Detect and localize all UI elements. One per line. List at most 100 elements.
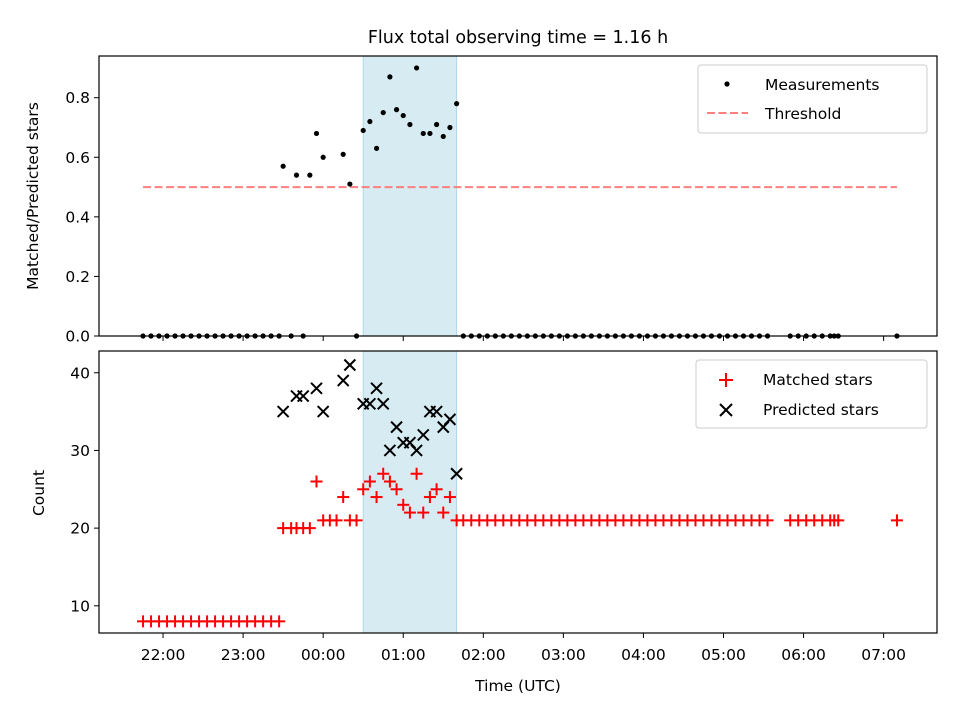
top-highlight-span xyxy=(362,55,458,337)
predicted-star-point xyxy=(296,389,310,403)
predicted-star-point xyxy=(383,444,397,457)
top-y-axis: 0.0 0.2 0.4 0.6 0.8 xyxy=(65,89,99,346)
bottom-panel: 10 20 30 40 22:00 23:00 00:00 01:00 02:00 03:00 0… xyxy=(30,350,938,695)
measurement-point xyxy=(347,181,353,187)
matched-star-point xyxy=(410,467,423,480)
bottom-xtick-label: 04:00 xyxy=(621,646,666,664)
measurement-point xyxy=(393,107,400,113)
predicted-star-point xyxy=(363,397,377,411)
predicted-star-point xyxy=(430,405,443,418)
measurement-point xyxy=(313,130,320,137)
measurement-point xyxy=(367,118,373,125)
matched-star-point xyxy=(430,483,443,496)
bottom-xtick-label: 22:00 xyxy=(141,646,186,664)
bottom-ytick-label: 30 xyxy=(70,442,90,460)
matched-star-point xyxy=(337,491,350,504)
measurement-point xyxy=(320,154,326,160)
predicted-star-stroke-b xyxy=(370,382,383,395)
bottom-legend-box xyxy=(695,359,928,429)
predicted-star-stroke-b xyxy=(310,382,323,395)
top-ytick-label: 0.8 xyxy=(65,89,90,107)
legend-marker-predicted-stars xyxy=(719,403,733,417)
measurement-point xyxy=(340,151,346,157)
top-legend-box xyxy=(697,64,928,134)
top-ytick-label: 0.6 xyxy=(65,149,90,167)
predicted-star-point xyxy=(443,413,457,426)
predicted-star-stroke-b xyxy=(410,444,423,457)
predicted-star-stroke-b xyxy=(377,397,390,411)
matched-star-point xyxy=(423,491,436,504)
matched-star-point xyxy=(377,467,390,480)
predicted-star-stroke-b xyxy=(296,389,310,403)
bottom-y-axis-label: Count xyxy=(30,470,48,516)
matched-star-point xyxy=(303,522,316,535)
matched-star-point xyxy=(890,514,903,527)
measurement-point xyxy=(373,145,380,151)
matched-star-point xyxy=(330,514,343,527)
bottom-xtick-label: 00:00 xyxy=(301,646,346,664)
predicted-star-point xyxy=(370,382,383,395)
top-panel: 0.00.20.40.60.8 Matched/Predicted stars … xyxy=(24,55,938,346)
legend-label-predicted-stars: Predicted stars xyxy=(763,401,879,419)
predicted-star-stroke-b xyxy=(343,358,357,372)
bottom-xtick-label: 01:00 xyxy=(381,646,426,664)
matched-star-point xyxy=(832,514,845,527)
predicted-star-point xyxy=(390,420,403,434)
matched-star-point xyxy=(437,506,450,519)
bottom-legend: Matched stars Predicted stars xyxy=(695,359,928,429)
measurement-point xyxy=(400,112,406,119)
predicted-star-stroke-b xyxy=(390,420,403,434)
matched-star-point xyxy=(443,491,456,504)
matched-star-point xyxy=(310,475,323,488)
legend-label-measurements: Measurements xyxy=(765,76,880,94)
matched-star-point xyxy=(363,475,376,488)
top-ytick-label: 0.2 xyxy=(65,268,90,286)
top-x-axis xyxy=(162,336,885,341)
predicted-star-stroke-b xyxy=(383,444,397,457)
chart-title: Flux total observing time = 1.16 h xyxy=(368,28,668,48)
bottom-ytick-label: 40 xyxy=(70,364,90,382)
predicted-star-stroke-b xyxy=(363,397,377,411)
measurement-point xyxy=(427,130,433,137)
measurement-point xyxy=(387,74,393,80)
bottom-xtick-label: 03:00 xyxy=(541,646,586,664)
measurement-point xyxy=(293,172,300,178)
legend-label-matched-stars: Matched stars xyxy=(763,371,873,389)
top-axes-frame xyxy=(98,55,938,337)
matched-star-point xyxy=(273,615,286,628)
predicted-star-stroke-b xyxy=(316,405,330,418)
top-legend: Measurements Threshold xyxy=(697,64,928,134)
measurement-point xyxy=(440,133,446,140)
legend-marker-matched-stars xyxy=(719,373,733,387)
bottom-y-axis: 10 20 30 40 xyxy=(70,364,99,615)
predicted-star-point xyxy=(377,397,390,411)
matched-star-point xyxy=(761,514,774,527)
bottom-ytick-label: 10 xyxy=(70,597,90,615)
measurement-point xyxy=(413,65,420,71)
bottom-plot-area xyxy=(137,358,903,628)
bottom-axes-frame xyxy=(98,350,938,634)
predicted-star-point xyxy=(410,444,423,457)
predicted-star-point xyxy=(450,467,463,480)
bottom-xtick-label: 23:00 xyxy=(221,646,266,664)
predicted-star-stroke-b xyxy=(443,413,457,426)
top-y-axis-label: Matched/Predicted stars xyxy=(24,102,42,290)
legend-label-threshold: Threshold xyxy=(764,105,841,123)
measurement-point xyxy=(454,101,460,107)
bottom-x-axis: 22:00 23:00 00:00 01:00 02:00 03:00 04:00 05:00… xyxy=(141,633,906,664)
measurement-point xyxy=(447,124,453,131)
bottom-xtick-label: 07:00 xyxy=(861,646,906,664)
predicted-star-point xyxy=(316,405,330,418)
legend-marker-measurements xyxy=(724,81,730,87)
x-axis-label: Time (UTC) xyxy=(474,677,561,695)
measurement-point xyxy=(360,127,366,134)
measurement-point xyxy=(307,172,313,178)
matched-star-point xyxy=(397,498,410,511)
predicted-star-point xyxy=(336,374,350,387)
predicted-star-stroke-b xyxy=(403,436,417,449)
matched-star-point xyxy=(350,514,363,527)
predicted-star-point xyxy=(310,382,323,395)
measurement-point xyxy=(407,121,413,128)
predicted-star-stroke-b xyxy=(417,428,430,442)
predicted-star-stroke-b xyxy=(450,467,463,480)
